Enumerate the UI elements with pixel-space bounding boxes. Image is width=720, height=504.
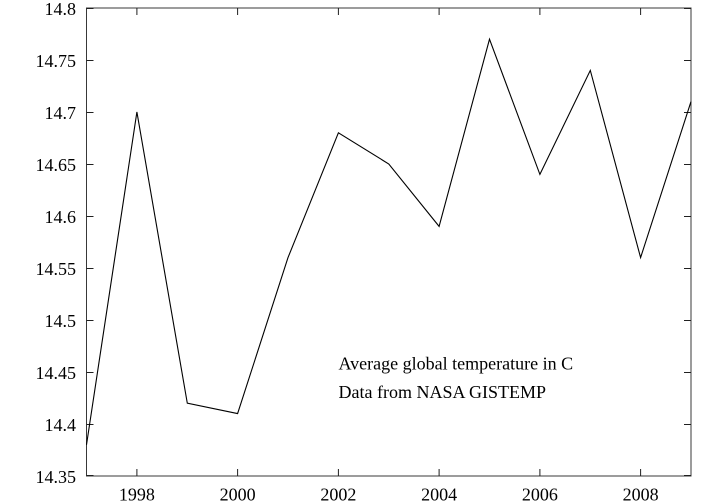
svg-text:2006: 2006 [522, 485, 558, 504]
svg-text:Average global temperature in: Average global temperature in C [339, 354, 574, 374]
svg-text:14.35: 14.35 [36, 467, 77, 487]
svg-text:14.75: 14.75 [36, 51, 77, 71]
svg-text:2000: 2000 [220, 485, 256, 504]
svg-text:14.4: 14.4 [45, 415, 77, 435]
svg-text:2004: 2004 [421, 485, 457, 504]
svg-text:14.5: 14.5 [45, 311, 77, 331]
svg-text:Data from NASA GISTEMP: Data from NASA GISTEMP [339, 382, 547, 402]
svg-text:14.65: 14.65 [36, 155, 77, 175]
svg-text:2008: 2008 [623, 485, 659, 504]
svg-text:14.7: 14.7 [45, 103, 77, 123]
svg-text:14.45: 14.45 [36, 363, 77, 383]
svg-text:14.55: 14.55 [36, 259, 77, 279]
svg-text:14.6: 14.6 [45, 207, 77, 227]
svg-text:2002: 2002 [320, 485, 356, 504]
svg-text:14.8: 14.8 [45, 0, 77, 19]
svg-text:1998: 1998 [119, 485, 155, 504]
